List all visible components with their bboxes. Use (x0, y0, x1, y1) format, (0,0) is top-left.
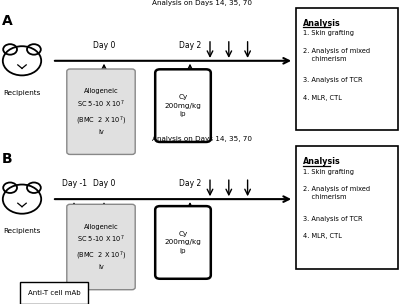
Text: Recipients: Recipients (3, 90, 41, 96)
Text: Day 0: Day 0 (93, 179, 115, 188)
Text: Anti-T cell mAb: Anti-T cell mAb (28, 290, 80, 295)
Text: Allogeneic
SC 5-10 X 10$^7$
(BMC  2 X 10$^7$)
iv: Allogeneic SC 5-10 X 10$^7$ (BMC 2 X 10$… (76, 224, 126, 270)
Text: 2. Analysis of mixed
    chimerism: 2. Analysis of mixed chimerism (303, 48, 370, 62)
Text: Cy
200mg/kg
ip: Cy 200mg/kg ip (164, 94, 202, 117)
FancyBboxPatch shape (296, 146, 398, 269)
Text: 3. Analysis of TCR: 3. Analysis of TCR (303, 77, 362, 83)
FancyBboxPatch shape (20, 282, 88, 304)
Text: 4. MLR, CTL: 4. MLR, CTL (303, 233, 342, 239)
Text: Analysis on Days 14, 35, 70: Analysis on Days 14, 35, 70 (152, 136, 252, 142)
Text: Analysis: Analysis (303, 157, 340, 166)
Text: 1. Skin grafting: 1. Skin grafting (303, 30, 354, 36)
FancyBboxPatch shape (296, 8, 398, 130)
Text: Day 2: Day 2 (179, 179, 201, 188)
Text: B: B (2, 152, 13, 166)
FancyBboxPatch shape (155, 69, 211, 142)
Text: Cy
200mg/kg
ip: Cy 200mg/kg ip (164, 231, 202, 254)
Text: Analysis: Analysis (303, 19, 340, 28)
Text: Analysis on Days 14, 35, 70: Analysis on Days 14, 35, 70 (152, 0, 252, 6)
FancyBboxPatch shape (67, 69, 135, 154)
Text: 4. MLR, CTL: 4. MLR, CTL (303, 95, 342, 101)
Text: Day 2: Day 2 (179, 41, 201, 50)
Text: Allogeneic
SC 5-10 X 10$^7$
(BMC  2 X 10$^7$)
iv: Allogeneic SC 5-10 X 10$^7$ (BMC 2 X 10$… (76, 88, 126, 135)
Text: 1. Skin grafting: 1. Skin grafting (303, 169, 354, 175)
FancyBboxPatch shape (155, 206, 211, 279)
Text: Recipients: Recipients (3, 228, 41, 234)
Text: 2. Analysis of mixed
    chimerism: 2. Analysis of mixed chimerism (303, 186, 370, 200)
FancyBboxPatch shape (67, 204, 135, 290)
Text: Day 0: Day 0 (93, 41, 115, 50)
Text: A: A (2, 14, 13, 28)
Text: 3. Analysis of TCR: 3. Analysis of TCR (303, 216, 362, 222)
Text: Day -1: Day -1 (62, 179, 86, 188)
